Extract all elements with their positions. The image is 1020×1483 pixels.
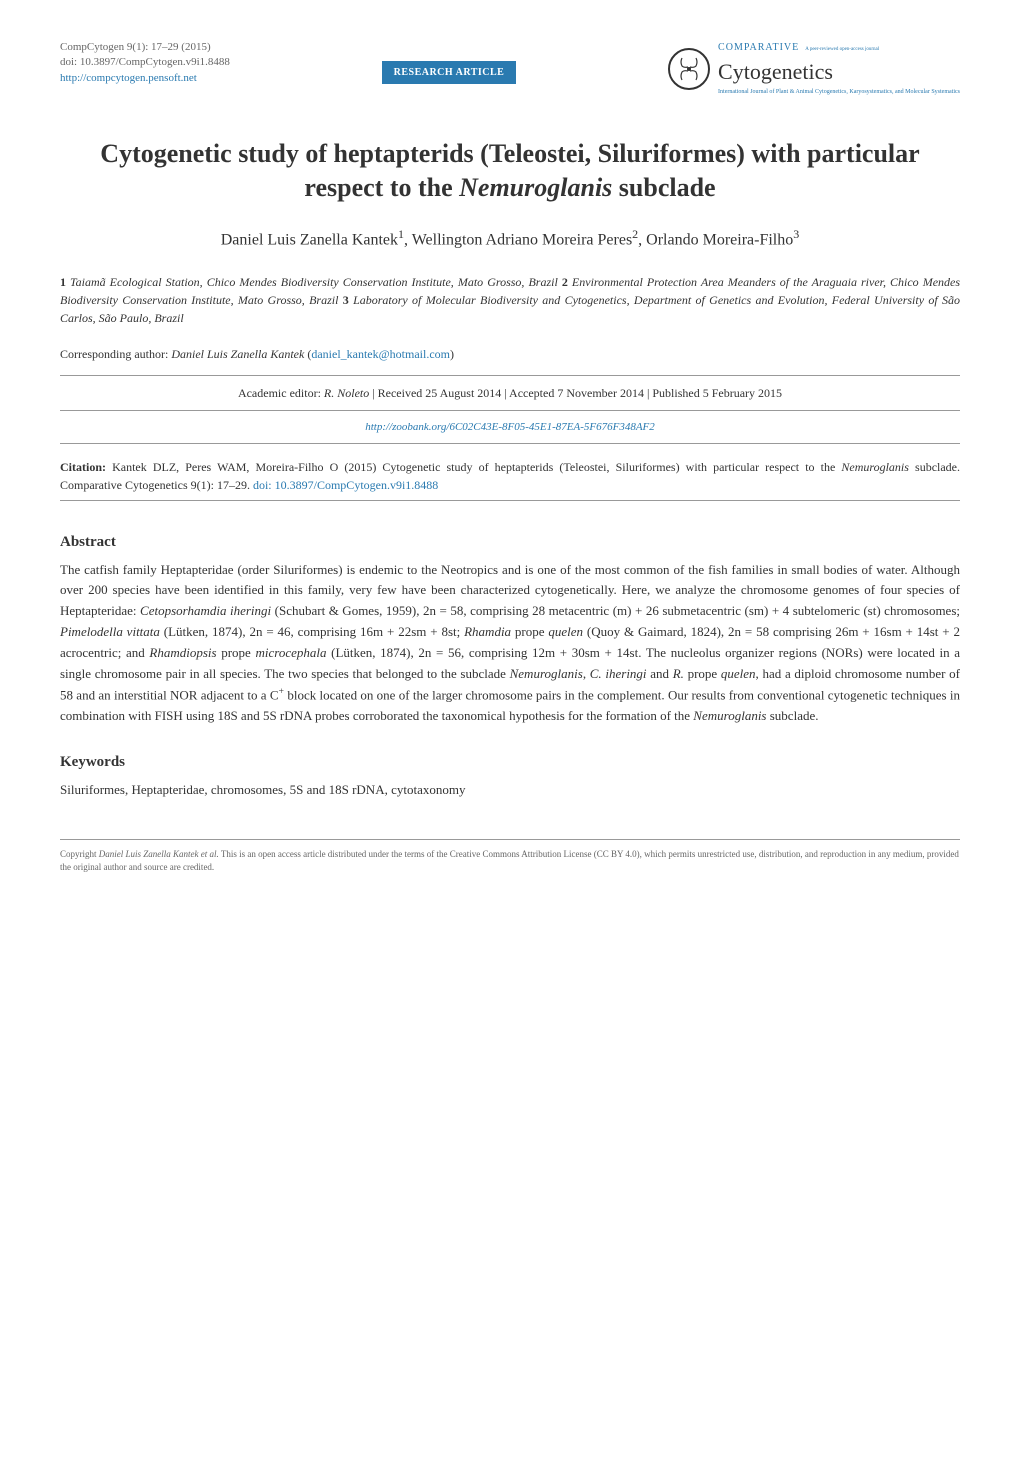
corresponding-author: Corresponding author: Daniel Luis Zanell…: [60, 345, 960, 363]
header-left: CompCytogen 9(1): 17–29 (2015) doi: 10.3…: [60, 40, 230, 86]
journal-tagline: International Journal of Plant & Animal …: [718, 88, 960, 97]
citation-label: Citation:: [60, 460, 106, 474]
journal-title: Cytogenetics: [718, 55, 960, 88]
citation-doi-link[interactable]: doi: 10.3897/CompCytogen.v9i1.8488: [253, 478, 438, 492]
corresponding-name: Daniel Luis Zanella Kantek: [171, 347, 304, 361]
authors-list: Daniel Luis Zanella Kantek1, Wellington …: [60, 225, 960, 253]
corresponding-email[interactable]: daniel_kantek@hotmail.com: [311, 347, 450, 361]
journal-comparative: COMPARATIVE: [718, 40, 799, 55]
zoobank-link[interactable]: http://zoobank.org/6C02C43E-8F05-45E1-87…: [60, 411, 960, 445]
affiliations: 1 Taiamã Ecological Station, Chico Mende…: [60, 273, 960, 327]
corresponding-label: Corresponding author:: [60, 347, 168, 361]
divider: [60, 500, 960, 501]
keywords-heading: Keywords: [60, 751, 960, 774]
journal-logo-icon: [668, 48, 710, 90]
journal-name-block: COMPARATIVE A peer-reviewed open-access …: [718, 40, 960, 97]
page-header: CompCytogen 9(1): 17–29 (2015) doi: 10.3…: [60, 40, 960, 97]
abstract-heading: Abstract: [60, 531, 960, 554]
journal-peer-tag: A peer-reviewed open-access journal: [805, 46, 879, 54]
keywords-body: Siluriformes, Heptapteridae, chromosomes…: [60, 780, 960, 800]
doi-text: doi: 10.3897/CompCytogen.v9i1.8488: [60, 55, 230, 70]
article-title: Cytogenetic study of heptapterids (Teleo…: [60, 137, 960, 205]
editorial-dates: Academic editor: R. Noleto | Received 25…: [60, 375, 960, 411]
copyright-footer: Copyright Daniel Luis Zanella Kantek et …: [60, 839, 960, 873]
citation-text: Kantek DLZ, Peres WAM, Moreira-Filho O (…: [60, 460, 960, 492]
journal-url[interactable]: http://compcytogen.pensoft.net: [60, 72, 197, 84]
journal-reference: CompCytogen 9(1): 17–29 (2015): [60, 40, 230, 55]
citation-block: Citation: Kantek DLZ, Peres WAM, Moreira…: [60, 458, 960, 494]
abstract-body: The catfish family Heptapteridae (order …: [60, 560, 960, 728]
journal-logo-block: COMPARATIVE A peer-reviewed open-access …: [668, 40, 960, 97]
article-type-badge: RESEARCH ARTICLE: [382, 61, 517, 84]
